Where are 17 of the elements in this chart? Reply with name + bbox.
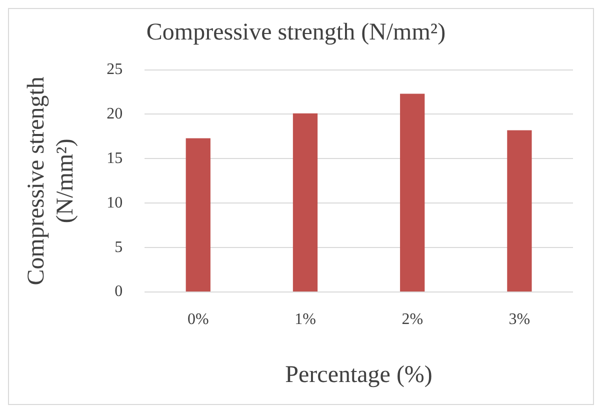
x-tick-label: 3% — [508, 310, 530, 328]
bar — [292, 113, 318, 292]
y-tick-label: 10 — [106, 194, 123, 212]
chart-title: Compressive strength (N/mm²) — [146, 20, 446, 46]
y-tick-label: 20 — [106, 105, 123, 122]
x-tick-label: 0% — [187, 310, 209, 328]
bar — [400, 94, 425, 292]
x-tick-label: 1% — [294, 310, 316, 328]
bar — [507, 130, 532, 292]
y-tick-label: 0 — [114, 283, 123, 300]
x-axis-title: Percentage (%) — [285, 362, 432, 388]
y-tick-label: 15 — [106, 150, 123, 167]
bar — [186, 138, 210, 292]
y-axis-title: Compressive strength (N/mm²) — [24, 76, 78, 286]
y-tick-label: 5 — [114, 238, 123, 256]
y-tick-label: 25 — [106, 61, 123, 78]
x-tick-label: 2% — [402, 310, 424, 328]
